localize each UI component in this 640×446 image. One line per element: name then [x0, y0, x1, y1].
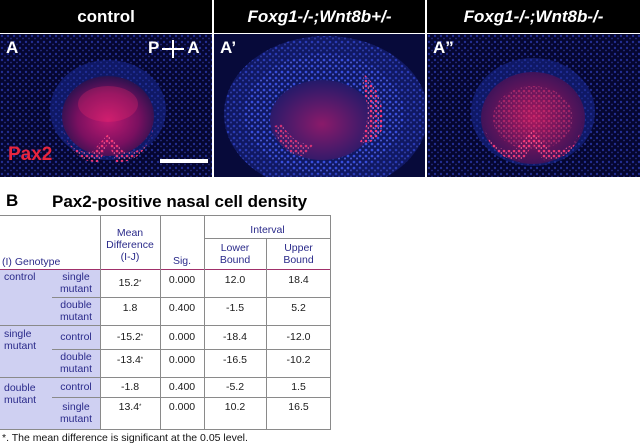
table-rule [204, 238, 331, 239]
panel-a-prime-label: A’ [220, 38, 237, 57]
cell-mean-diff: 1.8 [122, 301, 138, 314]
table-header-rule [0, 269, 331, 270]
crosshair-icon [162, 39, 185, 58]
panel-a-header: control [0, 0, 212, 33]
cell-sig: 0.000 [168, 400, 196, 413]
cell-upper: 18.4 [288, 273, 309, 286]
cell-mean-diff: -15.2 * [116, 330, 144, 343]
axis-anterior-label: A [187, 38, 200, 57]
panel-a-double-prime-label: A” [433, 38, 454, 57]
cell-lower: -1.5 [225, 301, 245, 314]
table-rule [0, 429, 331, 430]
row-j-label: double mutant [59, 298, 93, 323]
table-rule [160, 215, 161, 429]
cell-sig: 0.400 [168, 301, 196, 314]
cell-upper: 1.5 [291, 380, 306, 393]
table-rule [0, 325, 331, 326]
row-j-label: single mutant [59, 270, 93, 295]
header-lower-bound: Lower Bound [219, 241, 251, 266]
panel-a-prime-header: Foxg1-/-;Wnt8b+/- [214, 0, 425, 33]
header-mean-difference: Mean Difference (I-J) [106, 226, 154, 264]
panel-a-double-prime-micrograph [427, 34, 640, 177]
row-j-label: double mutant [59, 350, 93, 375]
panel-a-double-prime-header: Foxg1-/-;Wnt8b-/- [427, 0, 640, 33]
cell-lower: -16.5 [223, 353, 247, 366]
cell-sig: 0.000 [168, 273, 196, 286]
table-rule [52, 349, 331, 350]
row-j-label: control [60, 380, 92, 393]
table-rule [266, 238, 267, 429]
table-footnote: *. The mean difference is significant at… [2, 432, 248, 444]
axis-posterior-label: P [148, 38, 160, 57]
cell-lower: -5.2 [225, 380, 245, 393]
panel-a: control [0, 0, 212, 177]
cell-upper: -10.2 [286, 353, 311, 366]
panel-a-prime: Foxg1-/-;Wnt8b+/- [214, 0, 425, 177]
table-rule [0, 377, 331, 378]
table-rule [100, 215, 101, 429]
panel-a-label: A [6, 38, 19, 57]
header-sig: Sig. [172, 254, 192, 267]
stats-table: Mean Difference (I-J) Sig. Interval Lowe… [0, 215, 331, 446]
panel-a-prime-micrograph [214, 34, 425, 177]
cell-mean-diff: 13.4 * [118, 400, 142, 413]
cell-mean-diff: -13.4 * [116, 353, 144, 366]
group-i-single-mutant: single mutant [4, 327, 37, 352]
group-i-control: control [4, 270, 36, 283]
cell-lower: 12.0 [224, 273, 246, 286]
table-rule [52, 297, 331, 298]
header-genotype: (I) Genotype [2, 255, 61, 268]
stain-label: Pax2 [8, 144, 53, 165]
cell-upper: 5.2 [291, 301, 306, 314]
cell-upper: 16.5 [288, 400, 309, 413]
cell-lower: -18.4 [223, 330, 247, 343]
group-i-double-mutant: double mutant [4, 381, 37, 406]
cell-mean-diff: 15.2 * [118, 276, 142, 289]
cell-lower: 10.2 [224, 400, 246, 413]
table-rule [52, 397, 331, 398]
table-rule [330, 215, 331, 429]
cell-sig: 0.000 [168, 330, 196, 343]
cell-upper: -12.0 [286, 330, 311, 343]
row-j-label: single mutant [59, 400, 93, 425]
panel-a-double-prime: Foxg1-/-;Wnt8b-/- [427, 0, 640, 177]
cell-mean-diff: -1.8 [120, 380, 140, 393]
cell-sig: 0.000 [168, 353, 196, 366]
panel-a-micrograph [0, 34, 212, 177]
scale-bar [160, 159, 208, 163]
section-title: Pax2-positive nasal cell density [52, 192, 308, 211]
figure-panel-strip: control [0, 0, 640, 177]
table-rule [0, 215, 331, 216]
row-j-label: control [60, 330, 92, 343]
section-letter: B [6, 191, 19, 210]
cell-sig: 0.400 [168, 380, 196, 393]
table-rule [204, 215, 205, 429]
header-upper-bound: Upper Bound [283, 241, 314, 266]
header-interval: Interval [250, 223, 285, 236]
